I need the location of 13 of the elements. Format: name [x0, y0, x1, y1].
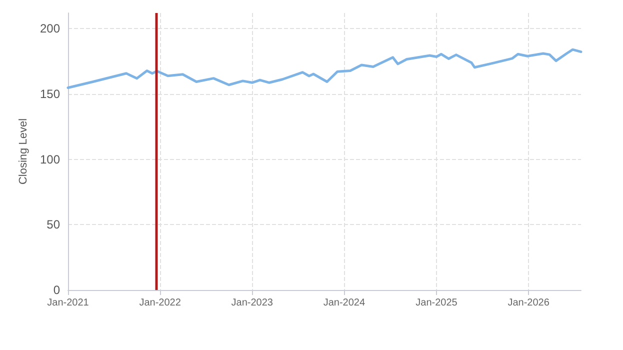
- x-tick-label: Jan-2024: [323, 298, 366, 308]
- x-tick-label: Jan-2021: [47, 298, 90, 308]
- line-series: [66, 48, 582, 89]
- x-tick-label: Jan-2025: [416, 298, 458, 308]
- y-tick-label: 150: [40, 87, 60, 102]
- y-tick-label: 100: [40, 152, 60, 166]
- y-tick-label: 50: [46, 218, 60, 232]
- x-tick-label: Jan-2023: [231, 298, 274, 308]
- y-tick-label: 0: [53, 283, 60, 297]
- x-tick-label: Jan-2026: [508, 298, 550, 308]
- y-axis-title: Closing Level: [18, 118, 30, 185]
- y-tick-label: 200: [40, 22, 60, 36]
- x-tick-label: Jan-2022: [139, 298, 182, 308]
